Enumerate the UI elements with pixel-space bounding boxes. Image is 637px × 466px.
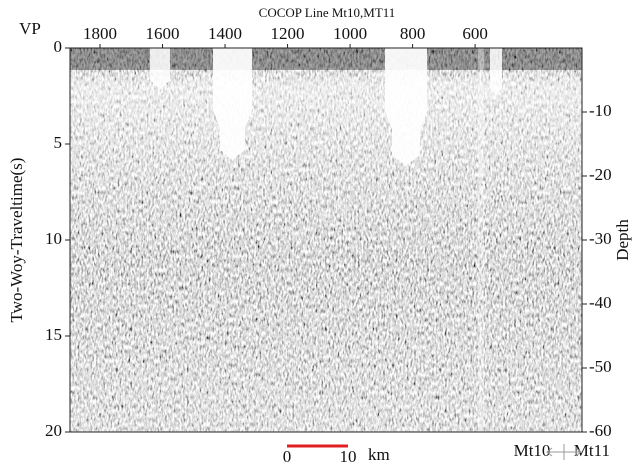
x-tick-label: 1000 <box>333 24 367 43</box>
x-axis-label: VP <box>19 19 41 38</box>
y2-tick-label: -20 <box>589 165 612 184</box>
scale-unit: km <box>368 445 390 464</box>
x-tick-label: 1800 <box>83 24 117 43</box>
x-tick-label: 1400 <box>208 24 242 43</box>
y2-tick-label: -40 <box>589 293 612 312</box>
y2-tick-label: -60 <box>589 421 612 440</box>
y-tick-label: 10 <box>45 229 62 248</box>
scale-end-label: 10 <box>340 447 357 466</box>
y-tick-label: 20 <box>45 421 62 440</box>
scale-start-label: 0 <box>283 447 292 466</box>
x-tick-label: 1200 <box>271 24 305 43</box>
x-tick-label: 1600 <box>146 24 180 43</box>
scale-bar: 0 10 km <box>283 445 390 466</box>
y2-tick-label: -10 <box>589 101 612 120</box>
y-tick-label: 15 <box>45 325 62 344</box>
y2-tick-label: -50 <box>589 357 612 376</box>
x-tick-label: 600 <box>462 24 488 43</box>
y2-axis-label: Depth <box>613 219 632 261</box>
x-tick-label: 800 <box>400 24 426 43</box>
y-tick-label: 5 <box>54 133 63 152</box>
chart-title: COCOP Line Mt10,MT11 <box>259 5 396 20</box>
y-tick-label: 0 <box>54 37 63 56</box>
y-axis-label: Two-Woy-Traveltime(s) <box>7 158 26 323</box>
profile-left: Mt10 <box>514 441 551 460</box>
y2-tick-label: -30 <box>589 229 612 248</box>
figure: COCOP Line Mt10,MT11 VP Two-Woy-Travelti… <box>0 0 637 466</box>
seismic-image <box>70 48 582 432</box>
